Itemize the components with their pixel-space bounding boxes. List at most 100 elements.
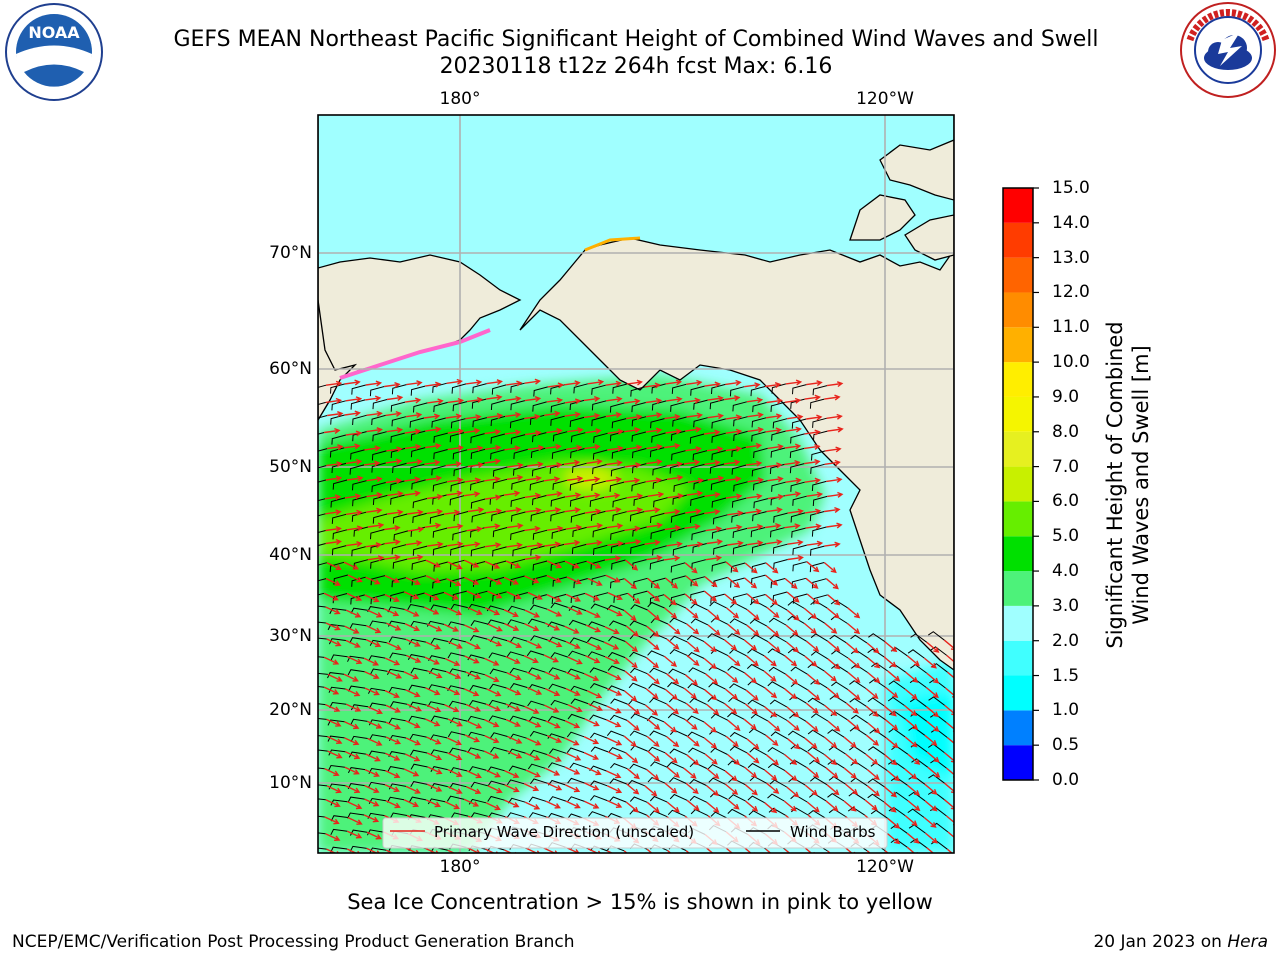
wind-barb — [910, 633, 928, 643]
wave-direction-arrow — [904, 736, 918, 748]
colorbar-tick-label: 4.0 — [1052, 561, 1080, 582]
wind-barb — [509, 715, 527, 722]
wave-direction-arrow — [386, 446, 403, 453]
wave-direction-arrow — [405, 412, 423, 419]
wind-barb — [867, 793, 885, 803]
wave-direction-arrow — [806, 593, 820, 605]
wave-direction-arrow — [605, 574, 621, 583]
wind-barb — [666, 761, 685, 769]
wave-direction-arrow — [706, 539, 724, 545]
map-legend: Primary Wave Direction (unscaled) Wind B… — [382, 817, 888, 849]
wind-barb — [332, 479, 348, 490]
wind-barb — [707, 696, 725, 705]
wind-barb — [827, 792, 845, 802]
wave-direction-arrow — [827, 594, 841, 606]
wave-direction-arrow — [666, 673, 680, 685]
wave-direction-arrow — [824, 506, 841, 513]
wave-direction-arrow — [766, 462, 783, 469]
wind-barb — [651, 400, 667, 411]
wave-direction-arrow — [704, 753, 718, 765]
wave-direction-arrow — [784, 491, 802, 498]
wind-barb — [329, 701, 347, 709]
wave-direction-arrow — [604, 555, 622, 562]
wave-direction-arrow — [724, 639, 738, 651]
wave-direction-arrow — [686, 412, 703, 419]
wave-direction-arrow — [584, 673, 600, 681]
wave-direction-arrow — [666, 766, 680, 778]
wind-barb — [592, 449, 608, 460]
wave-direction-arrow — [564, 737, 580, 746]
colorbar-tick-label: 9.0 — [1052, 386, 1080, 407]
wave-direction-arrow — [487, 785, 503, 794]
wind-barb — [347, 655, 365, 662]
wave-direction-arrow — [946, 654, 954, 665]
wind-barb — [470, 433, 485, 444]
wave-direction-arrow — [784, 577, 798, 590]
wind-barb — [348, 685, 366, 692]
wind-barb — [749, 618, 768, 627]
wave-direction-arrow — [544, 541, 562, 548]
wind-barb — [371, 482, 386, 493]
wave-direction-arrow — [386, 670, 403, 679]
wind-barb — [450, 603, 468, 610]
wave-direction-arrow — [507, 750, 523, 759]
wind-barb — [751, 417, 767, 428]
wind-barb — [453, 511, 469, 522]
wave-direction-arrow — [805, 720, 819, 732]
wind-barb — [533, 386, 548, 397]
wind-barb — [747, 795, 765, 804]
wave-direction-arrow — [665, 428, 682, 435]
colorbar-band — [1003, 222, 1033, 258]
wave-direction-arrow — [545, 688, 561, 697]
wave-direction-arrow — [904, 704, 918, 717]
wind-barb — [650, 512, 665, 524]
wave-direction-arrow — [425, 426, 442, 433]
wind-barb — [729, 386, 745, 397]
colorbar-title-line2: Wind Waves and Swell [m] — [1129, 345, 1153, 625]
wind-barb — [368, 702, 387, 709]
wind-barb — [351, 576, 366, 587]
wind-barb — [432, 481, 448, 492]
wind-barb — [369, 639, 387, 646]
wind-barb — [432, 527, 448, 538]
wind-barb — [470, 781, 488, 788]
wave-direction-arrow — [684, 459, 701, 466]
wind-barb — [829, 634, 847, 644]
wind-barb — [508, 765, 527, 772]
wind-barb — [409, 463, 425, 474]
wind-barb — [869, 729, 887, 739]
wind-barb — [369, 620, 387, 627]
wave-direction-arrow — [586, 539, 603, 546]
wave-direction-arrow — [684, 718, 698, 730]
wave-direction-arrow — [524, 492, 542, 499]
colorbar-tick-label: 3.0 — [1052, 595, 1080, 616]
wave-direction-arrow — [725, 476, 742, 482]
wave-direction-arrow — [647, 491, 665, 498]
wind-barb — [390, 480, 405, 491]
colorbar-tick-label: 0.0 — [1052, 770, 1080, 790]
wind-barb — [649, 730, 667, 738]
wave-direction-arrow — [606, 770, 622, 779]
wind-barb — [668, 696, 687, 704]
wind-barb — [871, 662, 888, 672]
wind-barb — [448, 700, 467, 707]
wind-barb — [410, 620, 428, 627]
wind-barb — [849, 726, 867, 736]
wind-barb — [710, 811, 729, 819]
wind-barb — [327, 719, 345, 726]
wave-direction-arrow — [565, 687, 581, 696]
wind-barb — [350, 399, 366, 410]
wave-direction-arrow — [625, 539, 642, 546]
wind-barb — [453, 466, 468, 477]
wind-barb — [689, 778, 707, 786]
wind-barb — [590, 732, 608, 739]
wave-direction-arrow — [564, 539, 581, 546]
wave-direction-arrow — [765, 562, 779, 574]
wind-barb — [492, 478, 508, 489]
wave-direction-arrow — [364, 445, 381, 452]
wind-barb — [690, 495, 705, 506]
colorbar-band — [1003, 501, 1033, 537]
wind-barb — [569, 637, 588, 644]
wave-direction-arrow — [345, 458, 363, 465]
wave-direction-arrow — [484, 458, 501, 465]
